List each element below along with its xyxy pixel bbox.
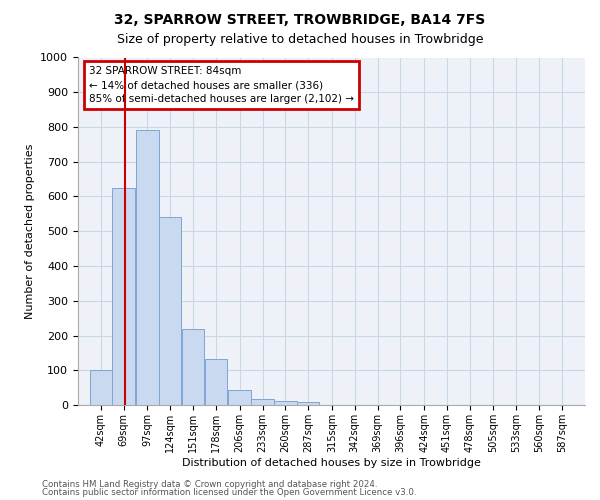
- Y-axis label: Number of detached properties: Number of detached properties: [25, 144, 35, 319]
- Text: Size of property relative to detached houses in Trowbridge: Size of property relative to detached ho…: [117, 32, 483, 46]
- Text: Contains public sector information licensed under the Open Government Licence v3: Contains public sector information licen…: [42, 488, 416, 497]
- Bar: [229, 390, 251, 405]
- Bar: [274, 401, 296, 405]
- Bar: [159, 218, 181, 405]
- Bar: [251, 399, 274, 405]
- Bar: [182, 328, 205, 405]
- Text: 32 SPARROW STREET: 84sqm
← 14% of detached houses are smaller (336)
85% of semi-: 32 SPARROW STREET: 84sqm ← 14% of detach…: [89, 66, 354, 104]
- Bar: [205, 359, 227, 405]
- Bar: [136, 130, 158, 405]
- Bar: [89, 370, 112, 405]
- X-axis label: Distribution of detached houses by size in Trowbridge: Distribution of detached houses by size …: [182, 458, 481, 468]
- Bar: [297, 402, 319, 405]
- Text: Contains HM Land Registry data © Crown copyright and database right 2024.: Contains HM Land Registry data © Crown c…: [42, 480, 377, 489]
- Bar: [112, 188, 135, 405]
- Text: 32, SPARROW STREET, TROWBRIDGE, BA14 7FS: 32, SPARROW STREET, TROWBRIDGE, BA14 7FS: [115, 12, 485, 26]
